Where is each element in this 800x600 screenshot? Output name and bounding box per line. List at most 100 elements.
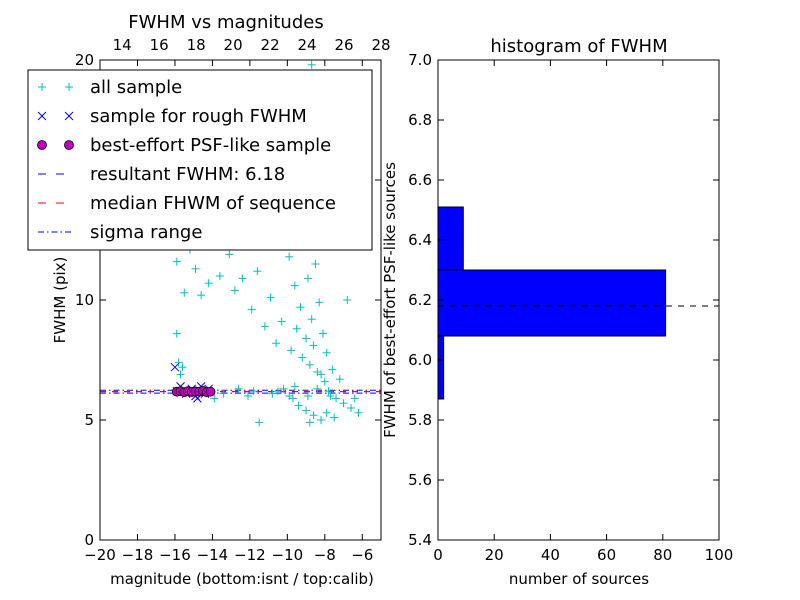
histogram-y-axis-label: FWHM of best-effort PSF-like sources bbox=[381, 162, 399, 438]
point-0-54 bbox=[322, 408, 331, 417]
point-0-1 bbox=[174, 358, 183, 367]
point-0-39 bbox=[322, 348, 331, 357]
point-0-65 bbox=[243, 392, 252, 400]
point-0-47 bbox=[350, 394, 359, 403]
point-0-59 bbox=[234, 384, 243, 393]
point-0-43 bbox=[335, 375, 344, 384]
point-0-41 bbox=[328, 365, 337, 374]
hist-x-tick-label-0: 0 bbox=[433, 546, 443, 564]
top-x-tick-label-4: 22 bbox=[261, 36, 280, 54]
legend-marker-2-a bbox=[37, 140, 47, 150]
legend-box bbox=[27, 69, 373, 251]
histogram-x-axis-label: number of sources bbox=[509, 570, 649, 588]
point-0-70 bbox=[326, 392, 335, 400]
histogram-panel: 0 20 40 60 80 100 5.4 5.6 5.8 6.0 6.2 6.4 6.6 6.8 7.0… bbox=[381, 36, 733, 588]
histogram-bars bbox=[437, 206, 667, 400]
point-0-61 bbox=[268, 389, 277, 398]
scatter-x-axis-label: magnitude (bottom:isnt / top:calib) bbox=[110, 570, 374, 588]
point-0-51 bbox=[302, 406, 311, 415]
x-tick-label-5: −10 bbox=[272, 546, 304, 564]
point-0-11 bbox=[225, 250, 234, 259]
histogram-title: histogram of FWHM bbox=[490, 36, 667, 57]
point-0-3 bbox=[178, 363, 187, 372]
x-tick-label-1: −18 bbox=[122, 546, 154, 564]
hist-y-tick-label-1: 5.6 bbox=[408, 471, 432, 489]
point-0-19 bbox=[277, 317, 286, 326]
point-0-68 bbox=[303, 392, 312, 400]
legend-label-5: sigma range bbox=[90, 222, 202, 243]
hist-y-tick-label-5: 6.4 bbox=[408, 231, 432, 249]
scatter-y-axis-label: FWHM (pix) bbox=[51, 257, 69, 344]
point-0-57 bbox=[255, 418, 264, 427]
scatter-reference-lines bbox=[100, 389, 381, 394]
point-0-48 bbox=[354, 408, 363, 417]
point-0-4 bbox=[172, 257, 181, 266]
point-0-18 bbox=[272, 339, 281, 348]
x-tick-label-6: −8 bbox=[314, 546, 336, 564]
histogram-bar-2 bbox=[437, 206, 464, 271]
point-0-13 bbox=[238, 274, 247, 283]
y-tick-label-4: 20 bbox=[75, 51, 94, 69]
point-0-32 bbox=[309, 341, 318, 350]
y-tick-label-0: 0 bbox=[84, 531, 94, 549]
point-0-21 bbox=[285, 252, 294, 261]
histogram-x-ticks: 0 20 40 60 80 100 bbox=[433, 60, 733, 564]
point-0-2 bbox=[176, 370, 185, 379]
hist-x-tick-label-3: 60 bbox=[597, 546, 616, 564]
legend-entry-0: all sample bbox=[38, 77, 182, 98]
legend-entry-2: best-effort PSF-like sample bbox=[37, 135, 331, 156]
legend-label-0: all sample bbox=[90, 77, 182, 98]
x-tick-label-7: −6 bbox=[351, 546, 373, 564]
point-0-5 bbox=[180, 288, 189, 297]
x-tick-label-2: −16 bbox=[159, 546, 191, 564]
legend-marker-1-a bbox=[37, 111, 47, 121]
point-0-67 bbox=[290, 382, 299, 391]
point-0-66 bbox=[273, 387, 282, 396]
top-x-tick-label-2: 18 bbox=[187, 36, 206, 54]
point-0-15 bbox=[253, 267, 262, 276]
legend-label-1: sample for rough FWHM bbox=[90, 106, 307, 127]
point-0-25 bbox=[296, 303, 305, 312]
point-0-45 bbox=[343, 296, 352, 304]
histogram-bar-0 bbox=[437, 335, 445, 400]
point-0-42 bbox=[332, 394, 341, 403]
point-0-50 bbox=[294, 401, 303, 410]
point-0-38 bbox=[320, 377, 329, 386]
point-0-12 bbox=[230, 286, 239, 295]
point-1-0 bbox=[170, 362, 180, 372]
hist-x-tick-label-4: 80 bbox=[653, 546, 672, 564]
point-0-36 bbox=[317, 370, 326, 379]
point-0-10 bbox=[215, 272, 224, 280]
scatter-title: FWHM vs magnitudes bbox=[128, 12, 323, 33]
point-0-0 bbox=[172, 329, 181, 338]
legend-label-4: median FHWM of sequence bbox=[90, 193, 336, 214]
point-0-26 bbox=[298, 353, 307, 362]
hist-y-tick-label-3: 6.0 bbox=[408, 351, 432, 369]
scatter-x-ticks: −20 −18 −16 −14 −12 −10 −8 −6 bbox=[84, 60, 373, 564]
legend-entries: all sample sample for rough FWHM best-effo… bbox=[37, 77, 336, 243]
legend-label-3: resultant FWHM: 6.18 bbox=[90, 164, 285, 185]
top-x-tick-label-3: 20 bbox=[224, 36, 243, 54]
hist-y-tick-label-4: 6.2 bbox=[408, 291, 432, 309]
legend-entry-1: sample for rough FWHM bbox=[37, 106, 307, 127]
point-0-37 bbox=[318, 329, 327, 338]
point-0-55 bbox=[330, 413, 339, 422]
y-tick-label-1: 5 bbox=[84, 411, 94, 429]
top-x-tick-label-0: 14 bbox=[113, 36, 132, 54]
legend-marker-0-a bbox=[38, 83, 46, 91]
point-0-53 bbox=[317, 416, 326, 424]
hist-y-tick-label-0: 5.4 bbox=[408, 531, 432, 549]
point-0-16 bbox=[260, 322, 269, 331]
point-0-35 bbox=[315, 298, 324, 307]
legend-entry-5: sigma range bbox=[38, 222, 202, 243]
hist-y-tick-label-8: 7.0 bbox=[408, 51, 432, 69]
series-2 bbox=[171, 386, 216, 398]
x-tick-label-0: −20 bbox=[84, 546, 116, 564]
legend-entry-3: resultant FWHM: 6.18 bbox=[38, 164, 285, 185]
legend-entry-4: median FHWM of sequence bbox=[38, 193, 336, 214]
point-0-31 bbox=[307, 315, 316, 324]
top-x-tick-label-7: 28 bbox=[371, 36, 390, 54]
hist-x-tick-label-2: 40 bbox=[541, 546, 560, 564]
point-0-14 bbox=[247, 305, 256, 314]
top-x-tick-label-5: 24 bbox=[298, 36, 317, 54]
